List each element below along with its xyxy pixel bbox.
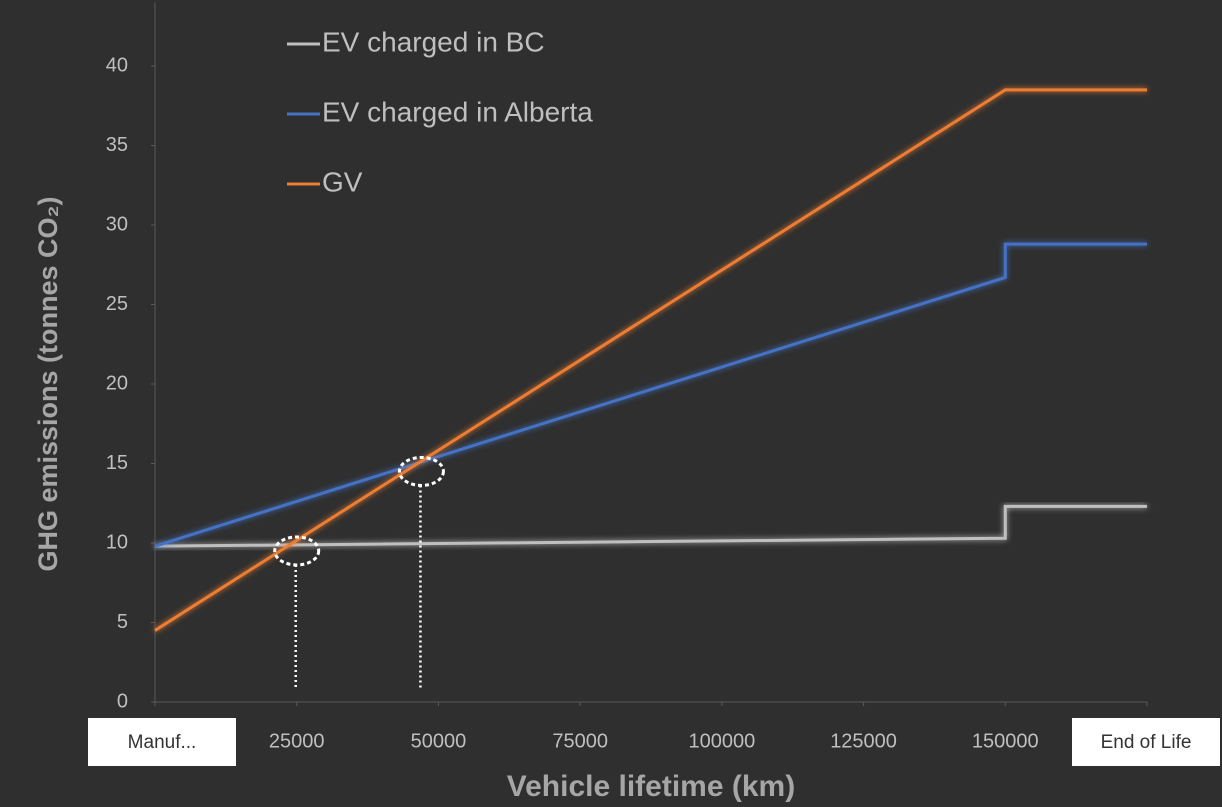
- x-tick-label: 25000: [269, 730, 325, 752]
- series-line: [154, 242, 1147, 548]
- legend-label: GV: [322, 166, 363, 197]
- y-tick-label: 20: [106, 372, 128, 394]
- y-tick-label: 5: [117, 611, 128, 633]
- legend-label: EV charged in Alberta: [322, 96, 593, 127]
- x-tick-label: 100000: [688, 730, 755, 752]
- crossover-marker: [397, 455, 445, 487]
- y-axis-label: GHG emissions (tonnes CO₂): [33, 196, 63, 571]
- series-line: [154, 504, 1147, 548]
- x-tick-label: 50000: [411, 730, 467, 752]
- x-tick-label: 75000: [552, 730, 608, 752]
- x-tick-label: 125000: [830, 730, 897, 752]
- y-tick-label: 40: [106, 54, 128, 76]
- crossover-marker: [273, 535, 321, 567]
- x-tick-label: Manuf...: [128, 732, 197, 753]
- x-tick-label: 150000: [972, 730, 1039, 752]
- y-tick-label: 0: [117, 690, 128, 712]
- x-category-box: [88, 718, 236, 766]
- y-tick-label: 25: [106, 293, 128, 315]
- series-line: [154, 88, 1147, 632]
- x-category-box: [1072, 718, 1220, 766]
- y-tick-label: 15: [106, 452, 128, 474]
- x-tick-label: End of Life: [1101, 732, 1192, 753]
- legend-label: EV charged in BC: [322, 26, 545, 57]
- y-tick-label: 10: [106, 531, 128, 553]
- y-tick-label: 30: [106, 213, 128, 235]
- x-axis-label: Vehicle lifetime (km): [507, 770, 795, 803]
- y-tick-label: 35: [106, 134, 128, 156]
